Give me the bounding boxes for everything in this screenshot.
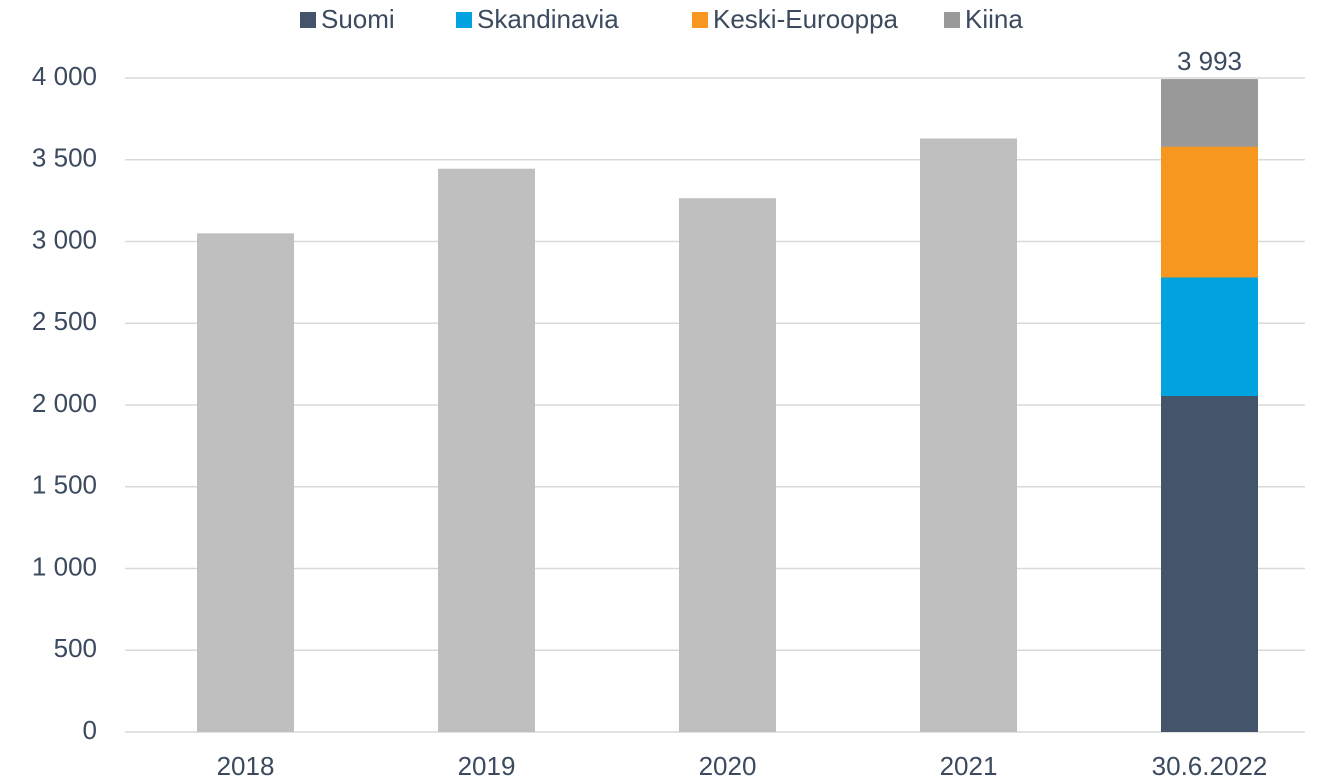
legend-label: Suomi xyxy=(321,4,395,34)
legend-label: Kiina xyxy=(965,4,1023,34)
x-tick-label: 2021 xyxy=(940,751,998,781)
x-tick-label: 2020 xyxy=(699,751,757,781)
y-tick-label: 0 xyxy=(83,715,97,745)
y-tick-label: 2 500 xyxy=(32,306,97,336)
legend-label: Keski-Eurooppa xyxy=(713,4,899,34)
bar-segment xyxy=(1161,146,1258,278)
bar-segment xyxy=(1161,396,1258,732)
x-tick-label: 30.6.2022 xyxy=(1152,751,1268,781)
y-tick-label: 500 xyxy=(54,633,97,663)
legend-swatch xyxy=(300,12,316,28)
x-tick-label: 2019 xyxy=(458,751,516,781)
x-tick-label: 2018 xyxy=(217,751,275,781)
y-tick-label: 3 500 xyxy=(32,143,97,173)
bar-segment xyxy=(1161,79,1258,147)
y-tick-label: 1 000 xyxy=(32,551,97,581)
y-tick-label: 4 000 xyxy=(32,61,97,91)
legend-label: Skandinavia xyxy=(477,4,619,34)
y-tick-label: 1 500 xyxy=(32,470,97,500)
bar xyxy=(438,168,535,732)
bar xyxy=(197,233,294,732)
bar xyxy=(679,198,776,733)
legend-swatch xyxy=(456,12,472,28)
y-tick-label: 2 000 xyxy=(32,388,97,418)
value-label: 3 993 xyxy=(1177,46,1242,76)
y-tick-label: 3 000 xyxy=(32,224,97,254)
bar xyxy=(920,138,1017,732)
legend-swatch xyxy=(692,12,708,28)
bar-segment xyxy=(1161,277,1258,397)
legend-swatch xyxy=(944,12,960,28)
